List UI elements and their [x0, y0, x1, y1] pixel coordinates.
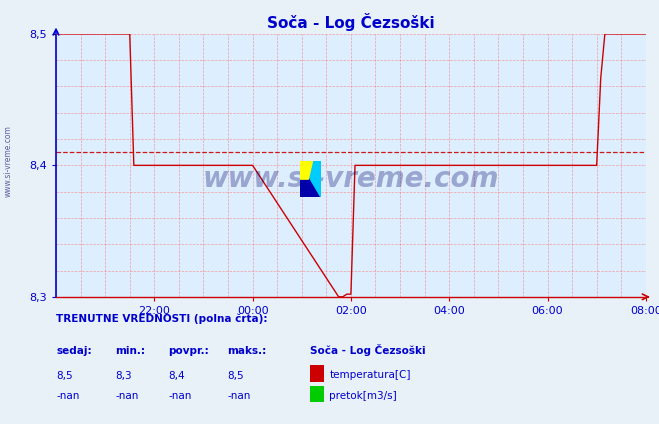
Text: -nan: -nan	[56, 391, 79, 402]
Text: www.si-vreme.com: www.si-vreme.com	[3, 125, 13, 197]
Polygon shape	[300, 161, 312, 179]
Text: 8,5: 8,5	[56, 371, 72, 382]
Text: www.si-vreme.com: www.si-vreme.com	[203, 165, 499, 192]
Text: 8,3: 8,3	[115, 371, 132, 382]
Title: Soča - Log Čezsoški: Soča - Log Čezsoški	[267, 14, 435, 31]
Polygon shape	[300, 161, 321, 197]
Text: maks.:: maks.:	[227, 346, 267, 356]
Text: TRENUTNE VREDNOSTI (polna črta):: TRENUTNE VREDNOSTI (polna črta):	[56, 314, 268, 324]
Text: min.:: min.:	[115, 346, 146, 356]
Text: -nan: -nan	[168, 391, 191, 402]
Text: Soča - Log Čezsoški: Soča - Log Čezsoški	[310, 344, 425, 356]
Text: 8,4: 8,4	[168, 371, 185, 382]
Text: sedaj:: sedaj:	[56, 346, 92, 356]
Text: povpr.:: povpr.:	[168, 346, 209, 356]
Text: -nan: -nan	[115, 391, 138, 402]
Text: -nan: -nan	[227, 391, 250, 402]
Text: 8,5: 8,5	[227, 371, 244, 382]
Text: temperatura[C]: temperatura[C]	[330, 370, 411, 380]
Polygon shape	[300, 161, 321, 197]
Text: pretok[m3/s]: pretok[m3/s]	[330, 391, 397, 401]
